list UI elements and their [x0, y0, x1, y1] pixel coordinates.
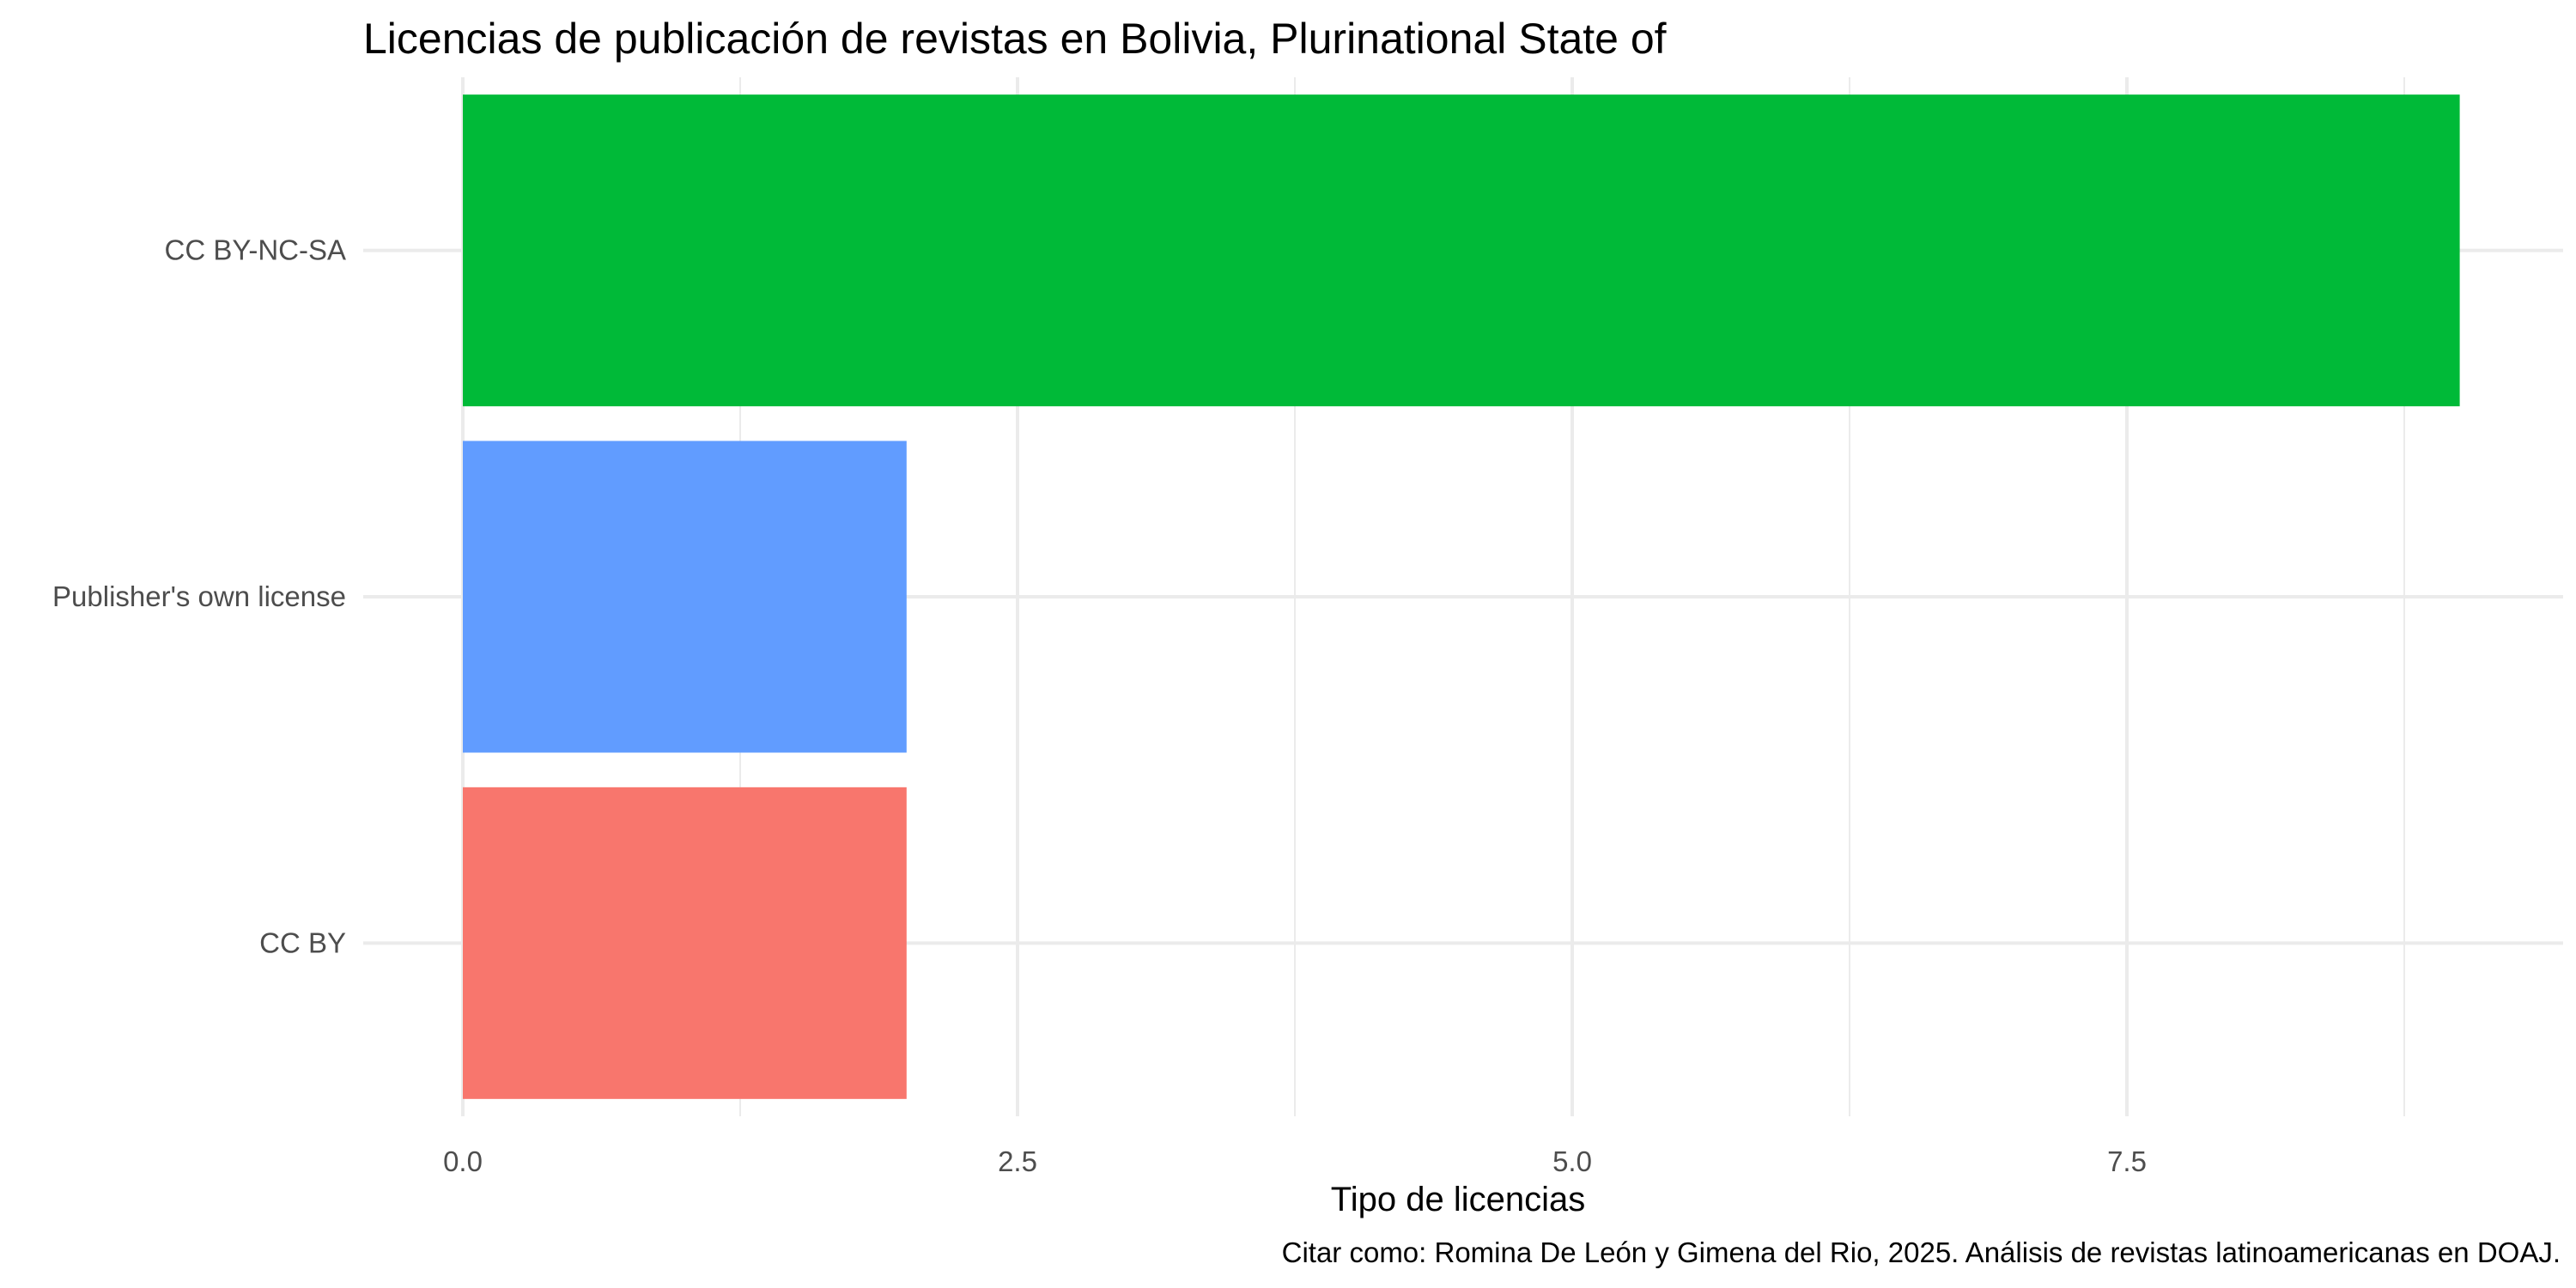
- y-axis-ticks: CC BY Publisher's own license CC BY-NC-SA: [52, 234, 346, 959]
- x-tick-label: 0.0: [443, 1145, 483, 1177]
- x-tick-label: 5.0: [1552, 1145, 1592, 1177]
- x-axis-ticks: 0.0 2.5 5.0 7.5: [443, 1145, 2147, 1177]
- bar: [463, 787, 907, 1099]
- chart-title: Licencias de publicación de revistas en …: [363, 15, 1667, 63]
- bars: [463, 94, 2460, 1099]
- x-axis-title: Tipo de licencias: [1331, 1181, 1585, 1218]
- bar: [463, 440, 907, 753]
- x-tick-label: 2.5: [998, 1145, 1037, 1177]
- y-tick-label: CC BY: [259, 927, 346, 958]
- y-tick-label: Publisher's own license: [52, 580, 346, 612]
- y-tick-label: CC BY-NC-SA: [165, 234, 347, 266]
- x-tick-label: 7.5: [2107, 1145, 2147, 1177]
- bar: [463, 94, 2460, 407]
- chart-caption: Citar como: Romina De León y Gimena del …: [1282, 1236, 2561, 1268]
